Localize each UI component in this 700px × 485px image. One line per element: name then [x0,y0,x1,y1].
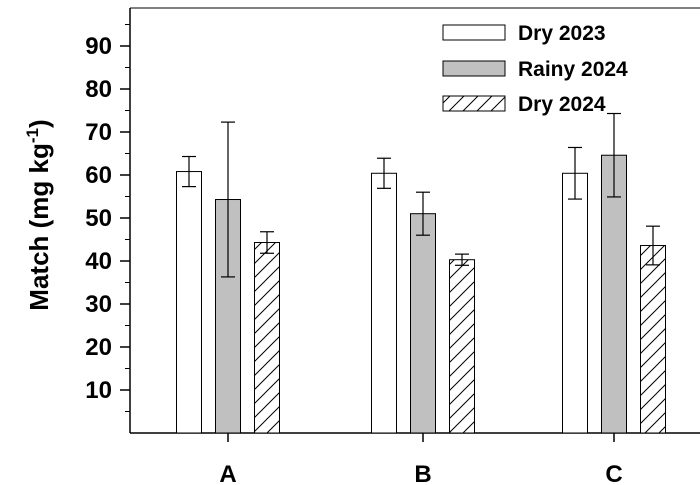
y-axis-title: Match (mg kg-1) [23,119,54,310]
bar-group [176,112,666,434]
legend-swatch [442,24,506,41]
bar-dry-2024-a [254,242,280,434]
y-tick-label: 70 [85,119,112,146]
legend: Dry 2023 Rainy 2024 Dry 2024 [442,22,628,116]
legend-swatch [442,95,506,112]
bar-dry-2023-b [371,172,397,434]
y-tick-label: 20 [85,334,112,361]
y-tick-label: 30 [85,291,112,318]
y-tick-label: 10 [85,377,112,404]
bar-dry-2023-a [176,171,202,434]
y-tick-label: 90 [85,33,112,60]
y-tick-label: 50 [85,205,112,232]
legend-swatch [442,60,506,77]
x-category-label: A [219,461,236,485]
y-tick-label: 80 [85,76,112,103]
y-axis-title-superscript: -1 [23,128,42,143]
bar-dry-2024-c [640,245,666,434]
y-axis-title-main: Match (mg kg [24,143,54,311]
y-axis-title-close: ) [24,119,54,128]
legend-label: Dry 2023 [518,22,606,45]
x-category-label: B [414,461,431,485]
legend-label: Dry 2024 [518,93,606,116]
x-category-label: C [605,461,622,485]
y-tick-label: 60 [85,162,112,189]
bar-dry-2023-c [562,172,588,434]
bar-rainy-2024-b [410,213,436,434]
x-category-group: A B C [219,433,623,485]
y-tick-group: 10 20 30 40 50 60 70 80 90 [85,24,130,412]
legend-label: Rainy 2024 [518,58,628,81]
bar-dry-2024-b [449,259,475,434]
y-tick-label: 40 [85,248,112,275]
